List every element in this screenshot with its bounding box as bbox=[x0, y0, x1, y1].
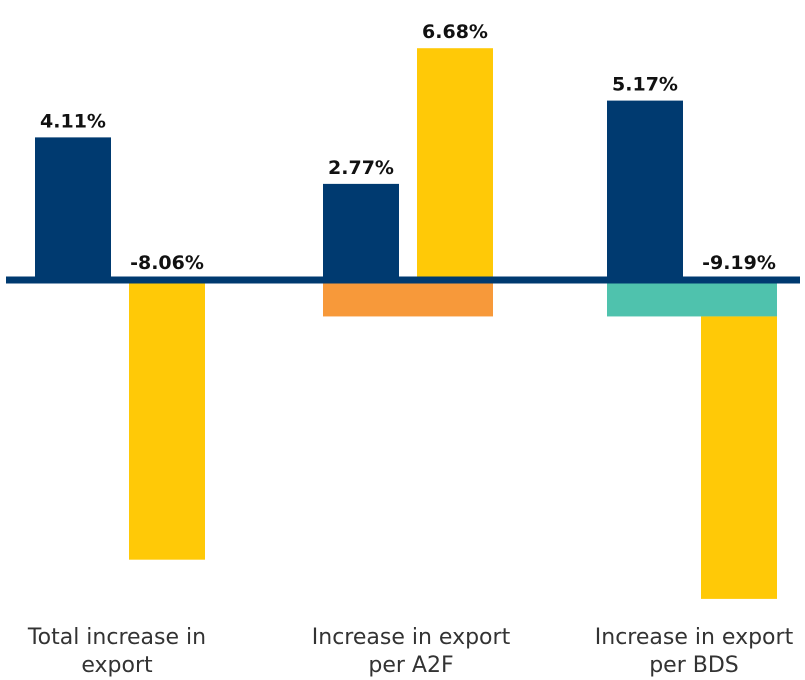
data-label: 5.17% bbox=[612, 74, 678, 96]
baseline-band bbox=[323, 280, 493, 317]
bars-layer bbox=[35, 48, 777, 599]
data-label: 2.77% bbox=[328, 157, 394, 179]
category-label-line: Increase in export bbox=[311, 625, 511, 650]
data-label: -8.06% bbox=[130, 252, 204, 274]
bar bbox=[129, 280, 205, 560]
bar bbox=[701, 316, 777, 599]
category-label-line: per BDS bbox=[649, 653, 739, 678]
bar bbox=[417, 48, 493, 281]
bar bbox=[607, 100, 683, 280]
bar bbox=[323, 183, 399, 280]
category-label-line: export bbox=[81, 653, 153, 678]
category-label-bds: Increase in export per BDS bbox=[584, 624, 804, 680]
bands-layer bbox=[323, 280, 777, 317]
data-label: 6.68% bbox=[422, 21, 488, 43]
category-label-line: Increase in export bbox=[594, 625, 794, 650]
category-label-line: Total increase in bbox=[27, 625, 207, 650]
bar bbox=[35, 137, 111, 280]
data-label: -9.19% bbox=[702, 252, 776, 274]
category-label-total: Total increase in export bbox=[7, 624, 227, 680]
category-label-line: per A2F bbox=[368, 653, 454, 678]
data-label: 4.11% bbox=[40, 110, 106, 132]
value-labels-layer: 4.11% -8.06% 2.77% 6.68% 5.17% -9.19% bbox=[40, 21, 776, 274]
baseline-band bbox=[607, 280, 777, 317]
category-label-a2f: Increase in export per A2F bbox=[301, 624, 521, 680]
